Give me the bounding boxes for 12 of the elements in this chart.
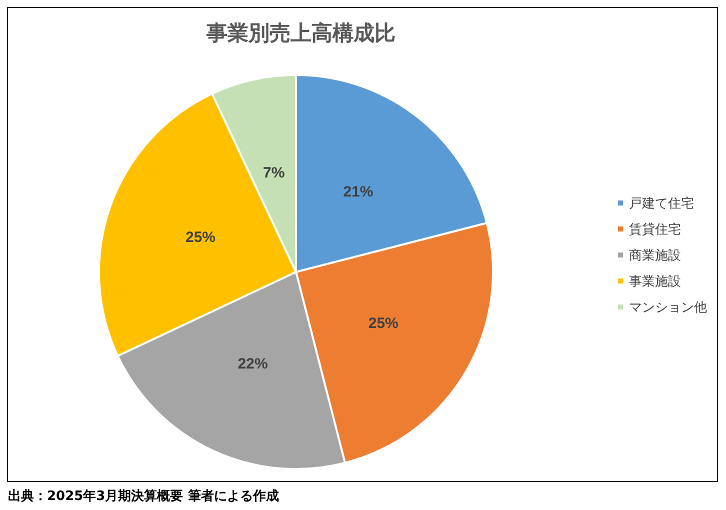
legend-label: 事業施設 [629,274,681,288]
chart-title: 事業別売上高構成比 [206,21,396,45]
data-label: 21% [343,183,374,200]
data-label: 25% [368,315,398,332]
data-label: 7% [263,164,285,182]
legend-label: 商業施設 [629,248,681,262]
data-label: 25% [185,229,216,246]
legend-label: 賃貸住宅 [629,222,681,236]
data-label: 22% [238,355,268,372]
source-note: 出典：2025年3月期決算概要 筆者による作成 [8,488,279,505]
legend-label: 戸建て住宅 [629,196,694,210]
legend-label: マンション他 [629,300,707,314]
